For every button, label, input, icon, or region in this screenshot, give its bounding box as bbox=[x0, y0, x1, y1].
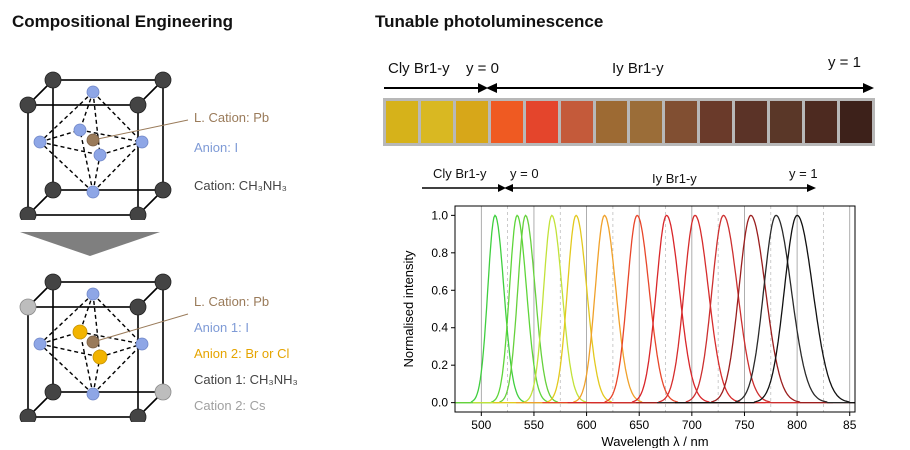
x-axis-label: Wavelength λ / nm bbox=[601, 434, 708, 448]
cube-back-face bbox=[52, 79, 164, 191]
strip-label-mid: y = 0 bbox=[466, 60, 499, 77]
label-anion-1: Anion 1: I bbox=[194, 320, 249, 335]
pl-curve-3 bbox=[472, 214, 631, 404]
sample-swatch bbox=[665, 101, 698, 143]
sample-swatch bbox=[560, 101, 593, 143]
left-panel-title: Compositional Engineering bbox=[12, 12, 234, 31]
perovskite-structure-top bbox=[19, 71, 189, 220]
cube-front-face bbox=[27, 104, 139, 216]
pl-curve-10 bbox=[636, 214, 855, 404]
pl-curve-4 bbox=[492, 214, 660, 404]
octahedron-edges bbox=[39, 91, 143, 193]
x-tick-label: 600 bbox=[577, 418, 597, 432]
strip-label-end: y = 1 bbox=[828, 54, 861, 71]
pl-spectra-chart: 500 550 600 650 700 750 800 85 0.0 0.2 0.4 0.6 0.8 1.… bbox=[401, 205, 857, 448]
label-cation-2: Cation 2: Cs bbox=[194, 398, 266, 413]
sample-photo-strip bbox=[383, 98, 875, 146]
leader-line-pb bbox=[92, 119, 189, 141]
chart-arrows bbox=[422, 184, 816, 192]
chart-label-end: y = 1 bbox=[789, 166, 818, 181]
chart-label-mid: y = 0 bbox=[510, 166, 539, 181]
label-cation-1: Cation 1: CH₃NH₃ bbox=[194, 372, 298, 387]
pl-curve-11 bbox=[657, 214, 855, 404]
y-tick-label: 0.0 bbox=[431, 396, 448, 410]
strip-label-left: Cly Br1-y bbox=[388, 60, 450, 77]
bromide-chloride-anions bbox=[72, 324, 108, 365]
sample-swatch bbox=[805, 101, 837, 143]
sample-swatch bbox=[735, 101, 768, 143]
x-tick-label: 650 bbox=[629, 418, 649, 432]
sample-swatch bbox=[839, 101, 872, 143]
x-tick-label: 700 bbox=[682, 418, 702, 432]
label-cation: Cation: CH₃NH₃ bbox=[194, 178, 287, 193]
sample-swatch bbox=[770, 101, 803, 143]
label-lead-cation-2: L. Cation: Pb bbox=[194, 294, 270, 309]
y-tick-label: 0.8 bbox=[431, 246, 448, 260]
pl-curve-1 bbox=[455, 214, 590, 404]
iodide-anions bbox=[33, 85, 149, 199]
sample-swatch bbox=[700, 101, 733, 143]
label-anion-2: Anion 2: Br or Cl bbox=[194, 346, 290, 361]
x-tick-label: 750 bbox=[734, 418, 754, 432]
down-arrow bbox=[20, 232, 160, 256]
sample-swatch bbox=[386, 101, 418, 143]
perovskite-structure-bottom bbox=[19, 273, 189, 422]
corner-cations bbox=[19, 71, 172, 220]
lead-cation bbox=[86, 133, 100, 147]
chart-label-left: Cly Br1-y bbox=[433, 166, 487, 181]
sample-swatch bbox=[490, 101, 523, 143]
sample-swatch bbox=[525, 101, 558, 143]
x-tick-label: 550 bbox=[524, 418, 544, 432]
y-tick-label: 0.6 bbox=[431, 283, 448, 297]
label-lead-cation: L. Cation: Pb bbox=[194, 110, 270, 125]
x-tick-label: 500 bbox=[471, 418, 491, 432]
x-tick-label: 85 bbox=[843, 418, 857, 432]
x-tick-label: 800 bbox=[787, 418, 807, 432]
chart-label-series: Iy Br1-y bbox=[652, 171, 697, 186]
sample-swatch bbox=[630, 101, 663, 143]
cesium-cations bbox=[19, 298, 172, 401]
y-tick-label: 0.4 bbox=[431, 321, 448, 335]
sample-swatch bbox=[595, 101, 628, 143]
y-axis-label: Normalised intensity bbox=[401, 250, 416, 368]
y-tick-label: 0.2 bbox=[431, 358, 448, 372]
sample-swatch bbox=[420, 101, 453, 143]
right-panel-title: Tunable photoluminescence bbox=[375, 12, 604, 31]
strip-arrows bbox=[384, 83, 874, 93]
strip-label-series: Iy Br1-y bbox=[612, 60, 664, 77]
pl-curve-12 bbox=[675, 214, 855, 404]
plot-frame bbox=[454, 205, 856, 413]
sample-swatch bbox=[455, 101, 488, 143]
label-anion: Anion: I bbox=[194, 140, 239, 155]
y-tick-label: 1.0 bbox=[431, 208, 448, 222]
